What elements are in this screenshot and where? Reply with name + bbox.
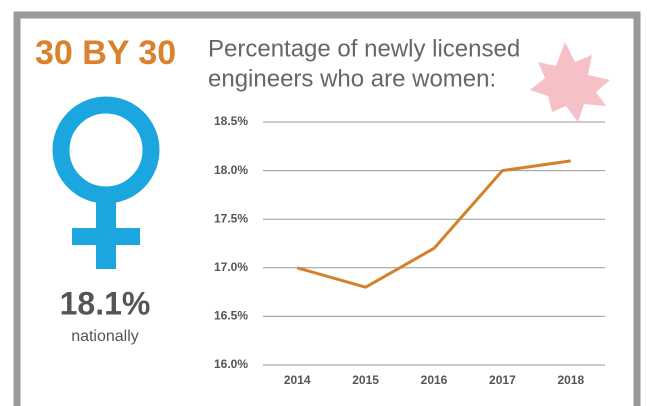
x-tick-label: 2014 bbox=[284, 373, 311, 387]
x-tick-label: 2016 bbox=[421, 373, 448, 387]
headline: 30 BY 30 bbox=[35, 34, 176, 72]
y-tick-label: 18.5% bbox=[214, 114, 248, 128]
y-tick-label: 18.0% bbox=[214, 163, 248, 177]
y-tick-label: 17.0% bbox=[214, 260, 248, 274]
chart-title: engineers who are women: bbox=[208, 65, 496, 92]
chart-title: Percentage of newly licensed bbox=[208, 35, 520, 62]
infographic: 30 BY 30 Percentage of newly licensed en… bbox=[0, 0, 647, 406]
y-tick-label: 16.5% bbox=[214, 309, 248, 323]
stat-caption: nationally bbox=[71, 328, 139, 345]
y-tick-label: 16.0% bbox=[214, 357, 248, 371]
female-symbol bbox=[61, 105, 151, 269]
y-tick-label: 17.5% bbox=[214, 211, 248, 225]
symbol-ring bbox=[61, 105, 151, 195]
stat: 18.1% bbox=[60, 285, 151, 321]
symbol-bar bbox=[72, 228, 140, 245]
maple-leaf bbox=[530, 42, 610, 122]
x-tick-label: 2015 bbox=[352, 373, 379, 387]
x-tick-label: 2018 bbox=[557, 373, 584, 387]
x-tick-label: 2017 bbox=[489, 373, 516, 387]
